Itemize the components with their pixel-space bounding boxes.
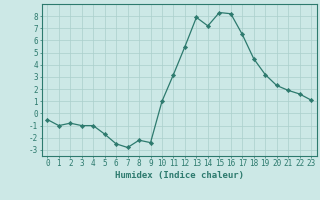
X-axis label: Humidex (Indice chaleur): Humidex (Indice chaleur): [115, 171, 244, 180]
